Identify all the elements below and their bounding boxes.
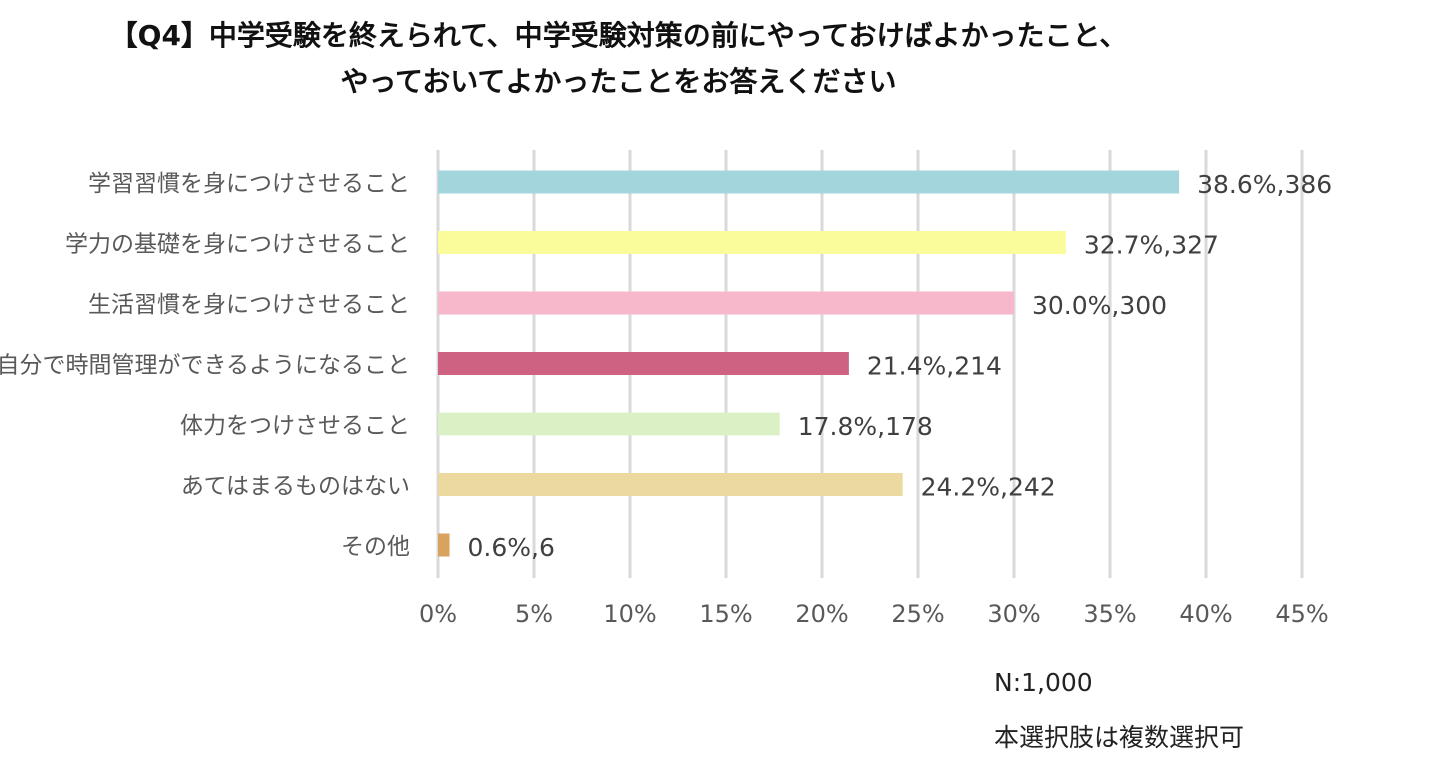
x-tick-label: 10% [603,600,656,628]
x-tick-label: 15% [699,600,752,628]
bar [438,352,849,375]
bar [438,412,780,436]
data-label: 0.6%,6 [468,533,555,562]
x-tick-label: 5% [515,600,553,628]
category-label: 学習習慣を身につけさせること [88,171,410,197]
x-tick-label: 40% [1179,600,1232,628]
x-tick-label: 20% [795,600,848,628]
bar [438,473,903,496]
category-label: その他 [341,534,410,560]
category-label: 生活習慣を身につけさせること [88,292,410,318]
multi-select-note: 本選択肢は複数選択可 [994,723,1245,752]
chart-title-line1: 【Q4】中学受験を終えられて、中学受験対策の前にやっておけばよかったこと、 [109,19,1128,52]
bar [438,533,450,557]
category-label: 体力をつけさせること [180,413,410,439]
category-label: 自分で時間管理ができるようになること [0,353,410,379]
x-tick-label: 35% [1083,600,1136,628]
data-label: 24.2%,242 [921,473,1056,502]
x-tick-label: 0% [419,600,457,628]
data-label: 32.7%,327 [1084,231,1219,260]
category-label: 学力の基礎を身につけさせること [65,232,410,258]
chart-title-line2: やっておいてよかったことをお答えください [340,65,897,98]
data-label: 38.6%,386 [1197,170,1332,199]
data-label: 30.0%,300 [1032,291,1167,320]
data-label: 17.8%,178 [798,412,933,441]
x-tick-label: 25% [891,600,944,628]
bar [438,291,1014,315]
category-label: あてはまるものはない [181,474,410,500]
x-tick-label: 45% [1275,600,1328,628]
data-label: 21.4%,214 [867,352,1002,381]
sample-size-note: N:1,000 [994,668,1093,697]
bar [438,170,1180,194]
bar [438,231,1066,254]
x-tick-label: 30% [987,600,1040,628]
